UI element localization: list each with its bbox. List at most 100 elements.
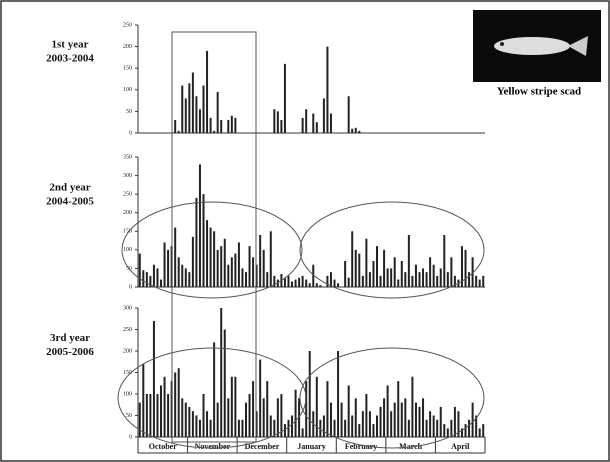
bar [365, 394, 368, 437]
bar [191, 72, 194, 133]
bar [340, 402, 343, 437]
bar [262, 398, 265, 437]
y-tick-label: 200 [123, 348, 132, 354]
bar [439, 406, 442, 437]
bar [227, 398, 230, 437]
bar [177, 368, 180, 437]
bar [315, 122, 318, 133]
bar [198, 109, 201, 133]
bar [184, 402, 187, 437]
bar [291, 415, 294, 437]
y-tick-label: 250 [123, 192, 132, 198]
month-label: November [195, 442, 231, 451]
bar [322, 415, 325, 437]
month-label: December [245, 442, 280, 451]
bar [337, 283, 340, 287]
bar [213, 130, 216, 133]
bar [174, 227, 177, 287]
bar [443, 424, 446, 437]
bar [287, 275, 290, 287]
bar [390, 411, 393, 437]
bar [383, 249, 386, 287]
bar [209, 227, 212, 287]
bar [167, 249, 170, 287]
bar [429, 411, 432, 437]
bar [414, 264, 417, 287]
bar [184, 268, 187, 287]
bar [422, 398, 425, 437]
bar [163, 242, 166, 287]
bar [351, 128, 354, 133]
bar [202, 194, 205, 287]
bar [255, 411, 258, 437]
month-label: February [345, 442, 377, 451]
bar [351, 231, 354, 287]
bar [220, 246, 223, 287]
bar [446, 428, 449, 437]
bar [244, 272, 247, 287]
bar [287, 419, 290, 437]
bar [266, 381, 269, 437]
bar [255, 264, 258, 287]
bar [184, 98, 187, 133]
y-tick-label: 250 [123, 327, 132, 333]
bar [283, 424, 286, 437]
bar [393, 402, 396, 437]
bar [347, 277, 350, 287]
bar [468, 419, 471, 437]
bar [149, 275, 152, 287]
bar [422, 268, 425, 287]
bar [379, 275, 382, 287]
bar [344, 419, 347, 437]
bar [305, 109, 308, 133]
bar [198, 419, 201, 437]
bar [468, 272, 471, 287]
bar [347, 385, 350, 437]
bar [227, 264, 230, 287]
bar [191, 411, 194, 437]
bar [252, 257, 255, 287]
y-tick-label: 150 [123, 229, 132, 235]
bar [390, 268, 393, 287]
y-tick-label: 150 [123, 370, 132, 376]
bar [361, 411, 364, 437]
bar [301, 117, 304, 133]
bar [436, 419, 439, 437]
y-tick-label: 250 [123, 22, 132, 28]
bar [397, 381, 400, 437]
bar [213, 342, 216, 437]
month-label: October [149, 442, 177, 451]
bar [259, 235, 262, 287]
bar [436, 275, 439, 287]
bar [280, 120, 283, 133]
bar [202, 394, 205, 437]
bar [354, 127, 357, 133]
y-tick-label: 300 [123, 305, 132, 311]
bar [418, 406, 421, 437]
highlight-ellipse [121, 201, 303, 299]
month-label: January [297, 442, 325, 451]
bar [202, 85, 205, 133]
period-label: 2005-2006 [46, 346, 94, 358]
bar [241, 419, 244, 437]
y-tick-label: 200 [123, 210, 132, 216]
bar [266, 272, 269, 287]
bar [142, 270, 145, 287]
bar [368, 272, 371, 287]
bar [177, 130, 180, 133]
bar [329, 113, 332, 133]
bar [347, 96, 350, 133]
y-tick-label: 300 [123, 173, 132, 179]
bar [174, 120, 177, 133]
bar [177, 257, 180, 287]
bar [195, 197, 198, 287]
bar [160, 279, 163, 287]
bar [294, 389, 297, 437]
bar [315, 283, 318, 287]
bar [400, 402, 403, 437]
bar [411, 275, 414, 287]
highlight-ellipse [299, 201, 485, 299]
bar [269, 231, 272, 287]
bar [478, 428, 481, 437]
bar [411, 376, 414, 437]
